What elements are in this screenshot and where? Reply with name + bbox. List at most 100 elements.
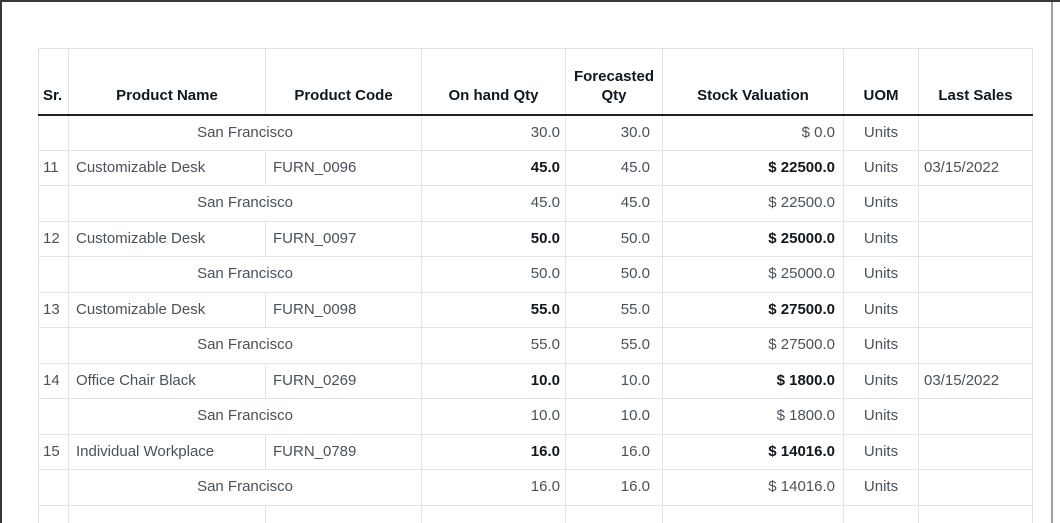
location-subtotal-row: San Francisco 55.0 55.0 $ 27500.0 Units (38, 327, 1033, 364)
cell-location-name: San Francisco (68, 185, 422, 222)
cell-forecasted-qty: 30.0 (565, 114, 663, 151)
cell-on-hand-qty: 55.0 (421, 327, 566, 364)
cell-uom: Units (843, 256, 919, 293)
cell-sr: 12 (38, 220, 69, 257)
cell-uom: Units (843, 114, 919, 151)
cell-sr: 14 (38, 362, 69, 399)
column-header-sr: Sr. (38, 48, 69, 116)
cell-forecasted-qty: 50.0 (565, 220, 663, 257)
cell-stock-valuation: $ 0.0 (662, 114, 844, 151)
cell-forecasted-qty: 10.0 (565, 398, 663, 435)
cell-stock-valuation: $ 1800.0 (662, 398, 844, 435)
location-subtotal-row: San Francisco 16.0 16.0 $ 14016.0 Units (38, 469, 1033, 506)
product-row: 14 Office Chair Black FURN_0269 10.0 10.0 $ 1… (38, 362, 1033, 399)
cell-uom: Units (843, 433, 919, 470)
cell-forecasted-qty: 10.0 (565, 362, 663, 399)
cell-stock-valuation: $ 27500.0 (662, 327, 844, 364)
cell-forecasted-qty: 16.0 (565, 469, 663, 506)
cell-sr-empty (38, 256, 69, 293)
cell-on-hand-qty: 45.0 (421, 149, 566, 186)
cell-location-name: San Francisco (68, 398, 422, 435)
cell-on-hand-qty: 45.0 (421, 185, 566, 222)
window-right-edge (1051, 2, 1053, 523)
cell-on-hand-qty: 10.0 (421, 362, 566, 399)
cell-forecasted-qty: 16.0 (565, 433, 663, 470)
product-row: 13 Customizable Desk FURN_0098 55.0 55.0 $ 27… (38, 291, 1033, 328)
cell-product-code: FURN_0098 (265, 291, 422, 328)
cell-location-name: San Francisco (68, 114, 422, 151)
cell-forecasted-qty: 50.0 (565, 256, 663, 293)
cell-on-hand-qty: 10.0 (421, 398, 566, 435)
cell-sr-empty (38, 114, 69, 151)
cell-uom: Units (843, 469, 919, 506)
cell-last-sales (918, 220, 1033, 257)
location-subtotal-row: San Francisco 50.0 50.0 $ 25000.0 Units (38, 256, 1033, 293)
cell-product-code: FURN_0269 (265, 362, 422, 399)
cell-stock-valuation-empty (662, 504, 844, 523)
cell-sr-empty (38, 398, 69, 435)
cell-last-sales (918, 185, 1033, 222)
cell-forecasted-qty: 55.0 (565, 327, 663, 364)
cell-on-hand-qty: 16.0 (421, 433, 566, 470)
product-row: 15 Individual Workplace FURN_0789 16.0 16.0 $… (38, 433, 1033, 470)
cell-uom: Units (843, 398, 919, 435)
cell-last-sales (918, 291, 1033, 328)
product-row: 12 Customizable Desk FURN_0097 50.0 50.0 $ 25… (38, 220, 1033, 257)
cell-product-name: Customizable Desk (68, 291, 266, 328)
cell-product-code: FURN_0789 (265, 433, 422, 470)
stock-valuation-report-table: Sr. Product Name Product Code On hand Qty Fo… (38, 48, 1033, 523)
cell-on-hand-qty: 55.0 (421, 291, 566, 328)
location-subtotal-row: San Francisco 30.0 30.0 $ 0.0 Units (38, 114, 1033, 151)
cell-stock-valuation: $ 1800.0 (662, 362, 844, 399)
cell-product-code: FURN_0096 (265, 149, 422, 186)
cell-last-sales: 03/15/2022 (918, 362, 1033, 399)
cell-stock-valuation: $ 27500.0 (662, 291, 844, 328)
cell-uom: Units (843, 149, 919, 186)
column-header-stock-valuation: Stock Valuation (662, 48, 844, 116)
cell-uom: Units (843, 291, 919, 328)
cell-on-hand-qty: 50.0 (421, 256, 566, 293)
cell-uom-empty (843, 504, 919, 523)
cell-forecasted-qty: 45.0 (565, 149, 663, 186)
cell-stock-valuation: $ 14016.0 (662, 469, 844, 506)
table-header: Sr. Product Name Product Code On hand Qty Fo… (38, 48, 1033, 116)
cell-product-name-empty (68, 504, 266, 523)
cell-stock-valuation: $ 25000.0 (662, 220, 844, 257)
cell-on-hand-qty: 16.0 (421, 469, 566, 506)
column-header-uom: UOM (843, 48, 919, 116)
cell-stock-valuation: $ 22500.0 (662, 185, 844, 222)
cell-uom: Units (843, 185, 919, 222)
table-header-row: Sr. Product Name Product Code On hand Qty Fo… (38, 48, 1033, 116)
cell-on-hand-qty: 30.0 (421, 114, 566, 151)
cell-location-name: San Francisco (68, 469, 422, 506)
cell-last-sales: 03/15/2022 (918, 149, 1033, 186)
cell-forecasted-qty: 55.0 (565, 291, 663, 328)
cell-product-name: Office Chair Black (68, 362, 266, 399)
column-header-forecasted-qty: Forecasted Qty (565, 48, 663, 116)
column-header-product-name: Product Name (68, 48, 266, 116)
product-row: 11 Customizable Desk FURN_0096 45.0 45.0 $ 22… (38, 149, 1033, 186)
cell-last-sales (918, 469, 1033, 506)
cell-product-name: Individual Workplace (68, 433, 266, 470)
cell-sr-empty (38, 185, 69, 222)
cell-last-sales-empty (918, 504, 1033, 523)
cell-sr-empty (38, 504, 69, 523)
table-body: San Francisco 30.0 30.0 $ 0.0 Units 11 Customi… (38, 114, 1033, 523)
cell-forecasted-qty-empty (565, 504, 663, 523)
cell-stock-valuation: $ 25000.0 (662, 256, 844, 293)
cell-product-code-empty (265, 504, 422, 523)
cell-uom: Units (843, 220, 919, 257)
cell-product-code: FURN_0097 (265, 220, 422, 257)
cell-product-name: Customizable Desk (68, 220, 266, 257)
cell-uom: Units (843, 327, 919, 364)
cell-stock-valuation: $ 22500.0 (662, 149, 844, 186)
cell-sr: 13 (38, 291, 69, 328)
cell-forecasted-qty: 45.0 (565, 185, 663, 222)
location-subtotal-row: San Francisco 10.0 10.0 $ 1800.0 Units (38, 398, 1033, 435)
cell-last-sales (918, 433, 1033, 470)
partial-clipped-row (38, 504, 1033, 523)
cell-stock-valuation: $ 14016.0 (662, 433, 844, 470)
column-header-on-hand-qty: On hand Qty (421, 48, 566, 116)
cell-location-name: San Francisco (68, 256, 422, 293)
